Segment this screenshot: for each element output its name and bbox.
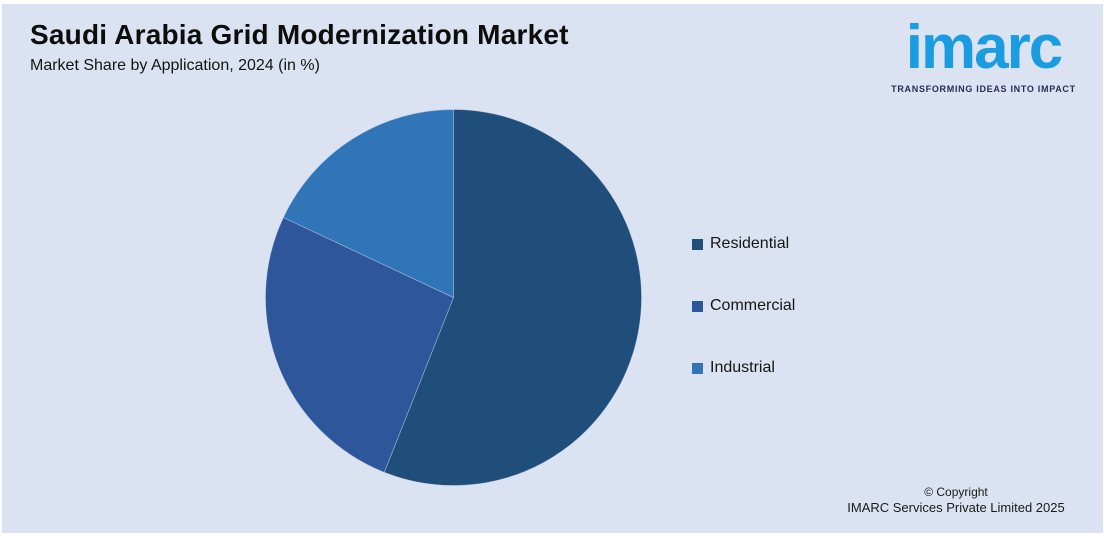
page-subtitle: Market Share by Application, 2024 (in %) xyxy=(30,57,320,74)
imarc-logo-tagline: TRANSFORMING IDEAS INTO IMPACT xyxy=(891,84,1076,94)
page-title: Saudi Arabia Grid Modernization Market xyxy=(30,19,569,50)
legend-label-residential: Residential xyxy=(710,235,790,252)
pie-chart xyxy=(265,109,642,486)
legend-swatch-commercial xyxy=(692,300,703,312)
legend-item-commercial: Commercial xyxy=(692,296,795,316)
pie-slice-residential xyxy=(383,109,642,486)
legend-item-industrial: Industrial xyxy=(692,358,795,378)
copyright-line2: IMARC Services Private Limited 2025 xyxy=(847,500,1065,515)
chart-panel: Saudi Arabia Grid Modernization Market M… xyxy=(2,4,1103,533)
pie-slice-industrial xyxy=(282,109,454,299)
legend-label-industrial: Industrial xyxy=(710,359,775,376)
chart-legend: Residential Commercial Industrial xyxy=(692,234,795,420)
pie-slice-commercial xyxy=(265,216,454,473)
legend-swatch-residential xyxy=(692,238,703,250)
legend-item-residential: Residential xyxy=(692,234,795,254)
copyright-notice: © Copyright IMARC Services Private Limit… xyxy=(841,485,1071,516)
imarc-logo-wordmark: imarc xyxy=(905,13,1063,82)
chart-header: Saudi Arabia Grid Modernization Market M… xyxy=(30,18,569,76)
pie-chart-svg xyxy=(265,109,642,486)
imarc-logo: imarc TRANSFORMING IDEAS INTO IMPACT xyxy=(876,6,1091,94)
legend-label-commercial: Commercial xyxy=(710,297,796,314)
legend-swatch-industrial xyxy=(692,362,703,374)
copyright-line1: © Copyright xyxy=(924,485,988,499)
